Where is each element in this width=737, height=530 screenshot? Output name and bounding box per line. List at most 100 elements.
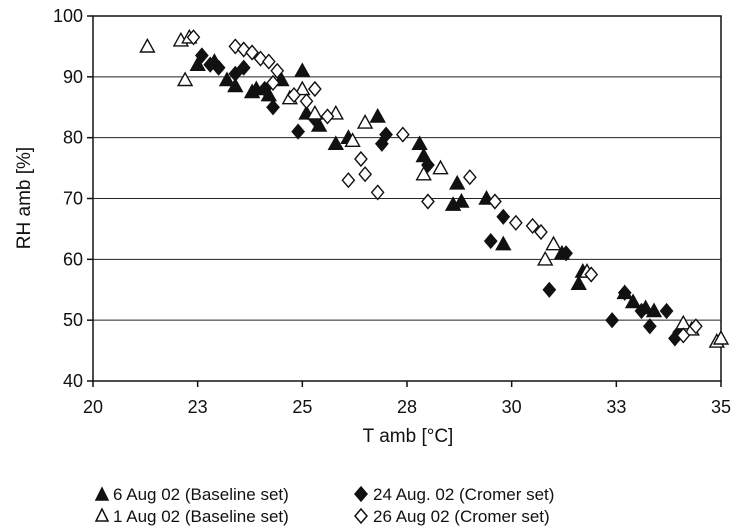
data-point — [415, 165, 432, 181]
data-point — [236, 59, 251, 76]
data-point — [370, 184, 385, 201]
y-tick-label: 50 — [63, 310, 83, 330]
data-point — [453, 193, 470, 208]
data-point — [508, 214, 523, 231]
x-tick-label: 33 — [606, 397, 626, 417]
y-tick-label: 40 — [63, 371, 83, 391]
data-point — [676, 327, 691, 344]
data-point — [659, 302, 674, 320]
data-point — [537, 250, 554, 266]
x-tick-label: 20 — [83, 397, 103, 417]
data-point — [194, 47, 209, 64]
data-point — [584, 266, 599, 283]
data-point — [356, 114, 374, 129]
x-tick-labels: 20 23 25 28 30 33 35 — [83, 397, 731, 417]
data-point — [341, 172, 356, 189]
data-point — [327, 135, 344, 151]
data-point — [495, 235, 512, 251]
data-point — [545, 235, 562, 251]
legend-entry: 26 Aug 02 (Cromer set) — [354, 507, 550, 526]
data-point — [203, 56, 218, 73]
y-tick-label: 70 — [63, 189, 83, 209]
data-point — [605, 312, 620, 329]
x-tick-label: 35 — [711, 397, 731, 417]
filled-diamond-icon — [354, 485, 368, 503]
legend-entry: 1 Aug 02 (Baseline set) — [94, 507, 289, 526]
x-tick-label: 25 — [292, 397, 312, 417]
legend-label: 6 Aug 02 (Baseline set) — [113, 485, 289, 504]
open-triangle-icon — [94, 507, 110, 522]
y-tick-label: 90 — [63, 67, 83, 87]
data-point — [266, 99, 280, 116]
legend-label: 26 Aug 02 (Cromer set) — [373, 507, 550, 526]
y-tick-label: 60 — [63, 249, 83, 269]
data-point — [294, 80, 311, 96]
legend: 6 Aug 02 (Baseline set) 24 Aug. 02 (Crom… — [94, 485, 554, 526]
axis-ticks — [87, 15, 722, 387]
data-point — [617, 284, 632, 301]
data-point — [176, 71, 194, 87]
data-point — [432, 159, 449, 175]
data-point — [211, 59, 226, 76]
data-point — [354, 150, 368, 168]
data-point — [320, 108, 335, 125]
filled-triangle-icon — [94, 486, 110, 501]
data-point — [462, 169, 477, 186]
data-point — [270, 62, 285, 79]
series-open-diamond — [186, 29, 703, 344]
data-point — [236, 41, 251, 58]
data-point — [449, 174, 466, 190]
legend-entry: 6 Aug 02 (Baseline set) — [94, 485, 289, 504]
data-point — [488, 193, 502, 210]
legend-label: 24 Aug. 02 (Cromer set) — [373, 485, 554, 504]
data-point — [642, 318, 657, 335]
data-point — [307, 80, 322, 98]
x-axis-title: T amb [°C] — [363, 426, 454, 447]
data-point — [186, 29, 201, 46]
y-tick-label: 80 — [63, 128, 83, 148]
data-point — [379, 126, 393, 143]
data-point — [634, 302, 649, 320]
data-points — [139, 28, 730, 348]
data-point — [570, 275, 587, 290]
x-tick-label: 28 — [397, 397, 417, 417]
data-point — [496, 208, 511, 225]
data-point — [228, 38, 243, 55]
data-point — [228, 65, 243, 82]
data-point — [395, 126, 410, 143]
data-point — [559, 245, 573, 262]
data-point — [227, 77, 244, 93]
data-point — [245, 44, 259, 61]
data-point — [369, 107, 386, 123]
open-diamond-icon — [354, 507, 368, 525]
data-point — [344, 132, 361, 148]
y-tick-labels: 40 50 60 70 80 90 100 — [53, 6, 83, 391]
data-point — [688, 318, 703, 335]
data-point — [299, 93, 314, 110]
data-point — [534, 223, 548, 241]
legend-entry: 24 Aug. 02 (Cromer set) — [354, 485, 554, 504]
data-point — [291, 123, 306, 140]
data-point — [358, 166, 373, 183]
data-point — [542, 281, 557, 298]
data-point — [218, 71, 236, 87]
y-tick-label: 100 — [53, 6, 83, 26]
y-axis-title: RH amb [%] — [14, 147, 35, 249]
data-point — [421, 193, 435, 210]
data-point — [189, 56, 206, 72]
data-point — [624, 293, 642, 309]
data-point — [411, 135, 428, 151]
data-point — [139, 37, 156, 53]
data-point — [306, 104, 324, 120]
legend-label: 1 Aug 02 (Baseline set) — [113, 507, 289, 526]
data-point — [287, 87, 301, 104]
x-tick-label: 23 — [188, 397, 208, 417]
data-point — [525, 217, 540, 234]
data-point — [294, 62, 311, 78]
data-point — [261, 53, 276, 70]
data-point — [266, 74, 280, 91]
data-point — [257, 80, 272, 98]
data-point — [483, 233, 498, 250]
x-tick-label: 30 — [502, 397, 522, 417]
data-point — [645, 302, 663, 318]
